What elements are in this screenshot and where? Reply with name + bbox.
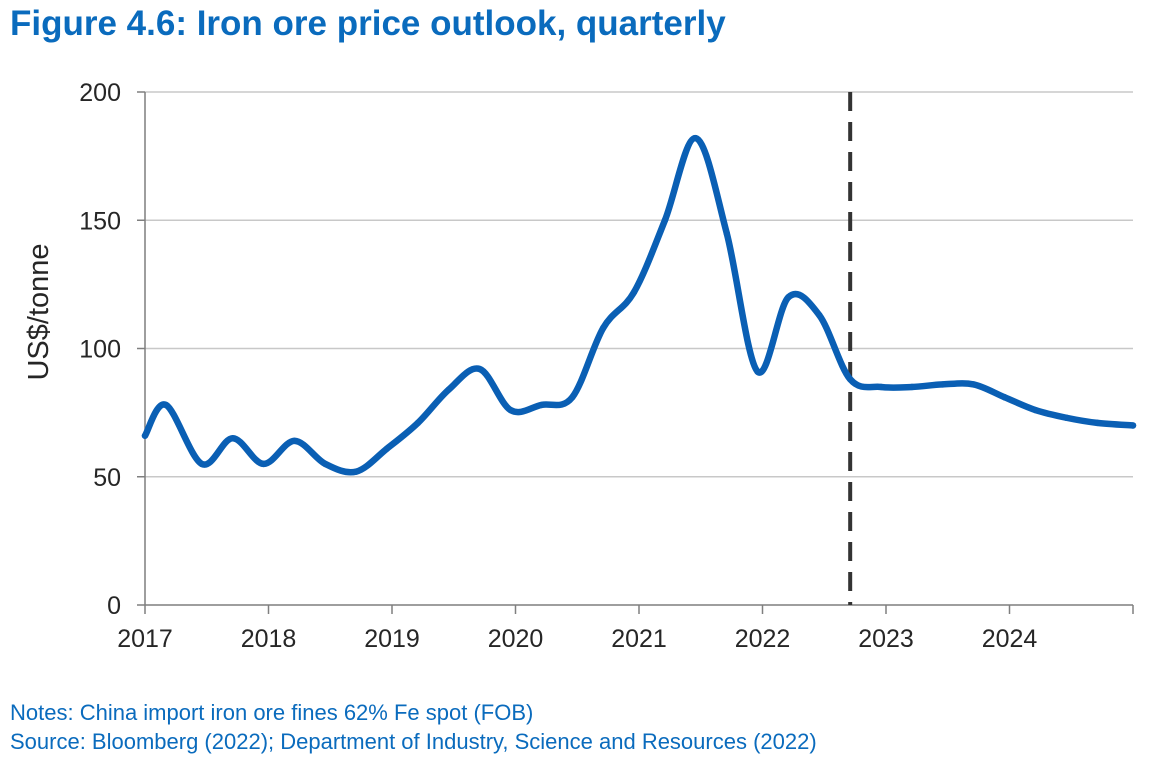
data-point [569, 394, 576, 401]
y-tick-labels: 0 50 100 150 200 [79, 79, 145, 620]
data-point [723, 229, 730, 237]
data-point [445, 386, 453, 393]
data-point [260, 460, 267, 468]
notes-text: Notes: China import iron ore fines 62% F… [10, 700, 534, 725]
data-point [846, 376, 854, 383]
source-text: Source: Bloomberg (2022); Department of … [10, 729, 817, 754]
y-tick-label: 50 [93, 464, 121, 492]
data-point [507, 406, 514, 414]
data-point [383, 445, 391, 452]
data-point [162, 401, 170, 409]
x-tick-label: 2022 [735, 625, 791, 653]
series-line [141, 134, 1137, 476]
data-point [816, 311, 823, 319]
chart-notes: Notes: China import iron ore fines 62% F… [10, 698, 817, 756]
data-point [1032, 406, 1039, 414]
y-tick-label: 0 [107, 592, 121, 620]
data-point [1129, 422, 1137, 429]
data-point [352, 468, 360, 475]
data-point [661, 217, 669, 224]
series-layer [141, 134, 1137, 476]
x-tick-label: 2017 [117, 625, 173, 653]
data-point [630, 288, 638, 296]
y-tick-label: 200 [79, 79, 121, 107]
x-tick-label: 2024 [982, 625, 1038, 653]
line-chart: 0 50 100 150 200 2017 2018 2019 2020 2021 2022 202… [23, 79, 1137, 653]
y-tick-label: 100 [79, 336, 121, 364]
gridlines [145, 91, 1133, 478]
data-point [785, 294, 792, 301]
y-axis-label: US$/tonne [23, 243, 55, 380]
data-point [476, 365, 483, 373]
data-point [692, 134, 700, 142]
data-point [538, 401, 545, 409]
y-tick-label: 150 [79, 207, 121, 235]
data-point [599, 324, 607, 332]
x-tick-label: 2020 [488, 625, 544, 653]
x-tick-label: 2018 [241, 625, 297, 653]
data-point [1001, 394, 1008, 401]
x-tick-labels: 2017 2018 2019 2020 2021 2022 2023 2024 [117, 605, 1134, 653]
data-point [141, 432, 149, 439]
x-tick-label: 2019 [364, 625, 420, 653]
data-point [908, 383, 916, 391]
data-point [754, 368, 761, 375]
x-tick-label: 2023 [858, 625, 914, 653]
data-point [291, 437, 298, 445]
data-point [877, 383, 885, 391]
data-point [1063, 414, 1070, 421]
data-point [229, 435, 236, 442]
data-point [939, 381, 947, 388]
x-tick-label: 2021 [611, 625, 667, 653]
data-point [414, 419, 422, 427]
data-point [970, 381, 977, 388]
data-point [1093, 419, 1101, 427]
data-point [198, 460, 206, 468]
chart-title: Figure 4.6: Iron ore price outlook, quar… [10, 4, 726, 43]
data-point [322, 460, 329, 468]
